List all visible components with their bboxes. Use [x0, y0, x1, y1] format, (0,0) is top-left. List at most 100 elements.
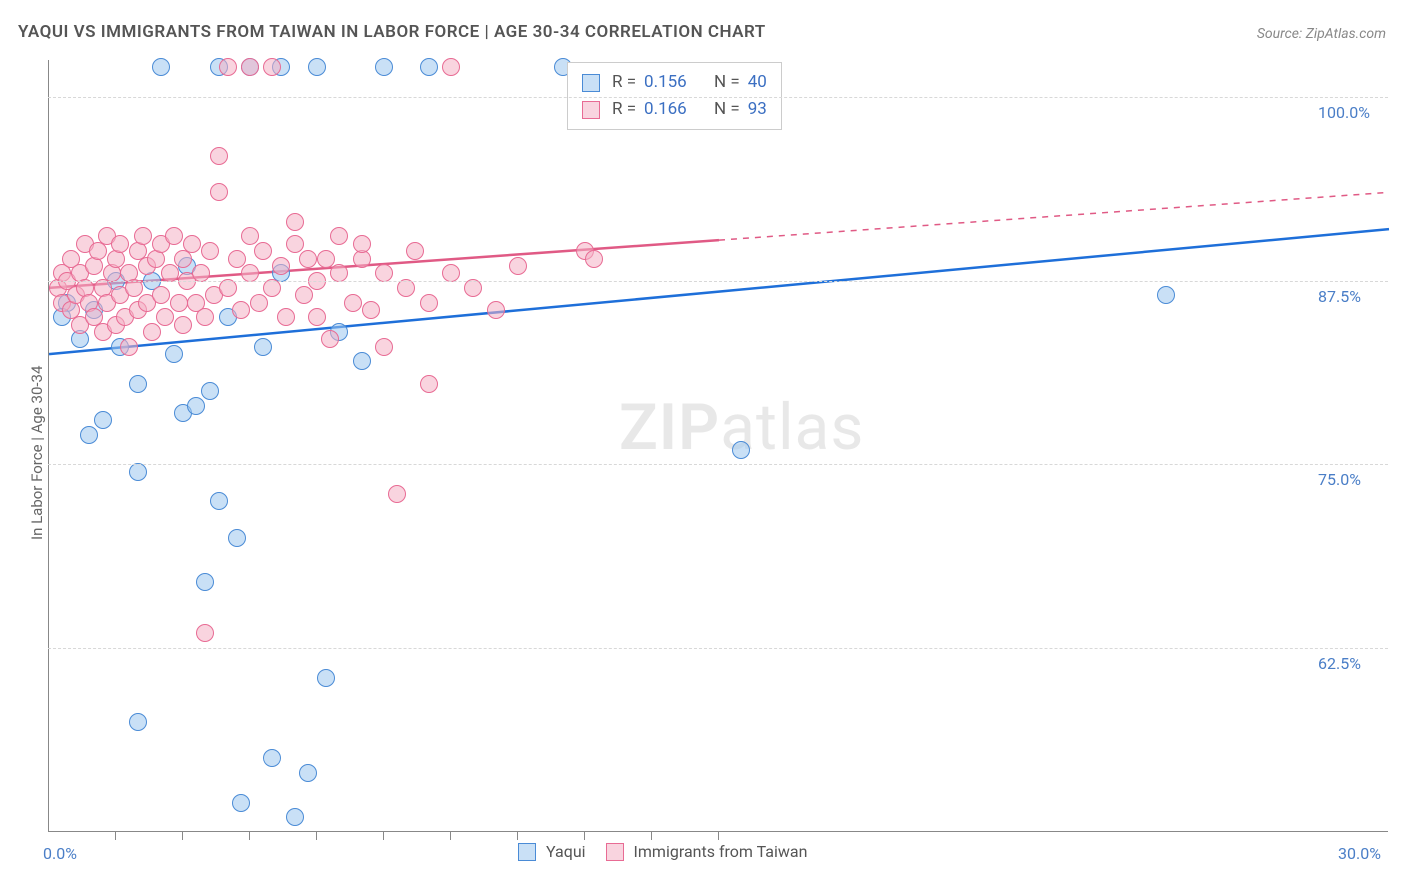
point-series1: [187, 397, 205, 415]
chart-container: YAQUI VS IMMIGRANTS FROM TAIWAN IN LABOR…: [0, 0, 1406, 892]
r-label-2: R =: [612, 96, 636, 123]
point-series1: [317, 669, 335, 687]
x-tick-mark: [115, 832, 116, 840]
x-tick-mark: [450, 832, 451, 840]
gridline: [48, 281, 1388, 282]
point-series2: [210, 147, 228, 165]
point-series1: [201, 382, 219, 400]
point-series2: [161, 264, 179, 282]
point-series2: [286, 235, 304, 253]
point-series2: [210, 183, 228, 201]
point-series1: [286, 808, 304, 826]
point-series1: [263, 749, 281, 767]
legend-swatch-series2: [606, 843, 624, 861]
point-series2: [232, 301, 250, 319]
x-tick-mark: [718, 832, 719, 840]
point-series1: [299, 764, 317, 782]
legend-swatch-series1: [518, 843, 536, 861]
point-series2: [174, 316, 192, 334]
n-label-2: N =: [714, 96, 740, 123]
point-series2: [120, 338, 138, 356]
x-tick-mark: [517, 832, 518, 840]
point-series2: [375, 264, 393, 282]
n-label-1: N =: [714, 69, 740, 96]
point-series2: [295, 286, 313, 304]
point-series1: [94, 411, 112, 429]
point-series2: [442, 264, 460, 282]
point-series2: [125, 279, 143, 297]
point-series1: [308, 58, 326, 76]
point-series2: [134, 227, 152, 245]
point-series2: [201, 242, 219, 260]
x-tick-mark: [182, 832, 183, 840]
point-series2: [143, 323, 161, 341]
point-series2: [196, 308, 214, 326]
legend-item-series2: Immigrants from Taiwan: [606, 842, 808, 861]
watermark-zip: ZIP: [619, 390, 720, 465]
point-series2: [353, 235, 371, 253]
point-series2: [388, 485, 406, 503]
legend-item-series1: Yaqui: [518, 842, 586, 861]
point-series1: [1157, 286, 1175, 304]
point-series2: [286, 213, 304, 231]
y-tick-label: 100.0%: [1318, 103, 1370, 122]
point-series2: [156, 308, 174, 326]
plot-area: ZIPatlas R = 0.156 N = 40 R = 0.166 N = …: [48, 60, 1388, 832]
source-attribution: Source: ZipAtlas.com: [1257, 26, 1386, 42]
point-series2: [585, 250, 603, 268]
point-series1: [254, 338, 272, 356]
point-series2: [317, 250, 335, 268]
point-series2: [397, 279, 415, 297]
point-series2: [228, 250, 246, 268]
point-series2: [170, 294, 188, 312]
point-series2: [344, 294, 362, 312]
r-label-1: R =: [612, 69, 636, 96]
point-series2: [250, 294, 268, 312]
point-series1: [232, 794, 250, 812]
x-tick-mark: [249, 832, 250, 840]
point-series2: [321, 330, 339, 348]
point-series2: [464, 279, 482, 297]
x-tick-mark: [584, 832, 585, 840]
gridline: [48, 97, 1388, 98]
point-series2: [442, 58, 460, 76]
legend-marker-series1: [582, 74, 600, 92]
point-series2: [241, 58, 259, 76]
x-tick-mark: [651, 832, 652, 840]
y-axis-label: In Labor Force | Age 30-34: [28, 366, 46, 540]
point-series2: [263, 279, 281, 297]
x-tick-label: 30.0%: [1338, 844, 1381, 863]
point-series1: [80, 426, 98, 444]
y-tick-label: 87.5%: [1318, 287, 1361, 306]
point-series1: [165, 345, 183, 363]
n-value-2: 93: [748, 96, 767, 123]
point-series2: [362, 301, 380, 319]
x-tick-label: 0.0%: [43, 844, 77, 863]
stats-row-series2: R = 0.166 N = 93: [582, 96, 767, 123]
point-series1: [420, 58, 438, 76]
point-series2: [111, 235, 129, 253]
point-series1: [732, 441, 750, 459]
y-tick-label: 75.0%: [1318, 470, 1361, 489]
point-series2: [219, 279, 237, 297]
point-series1: [196, 573, 214, 591]
r-value-1: 0.156: [644, 69, 694, 96]
legend-marker-series2: [582, 101, 600, 119]
point-series1: [353, 352, 371, 370]
point-series2: [420, 375, 438, 393]
point-series2: [263, 58, 281, 76]
legend-label-series2: Immigrants from Taiwan: [634, 842, 808, 861]
n-value-1: 40: [748, 69, 767, 96]
chart-title: YAQUI VS IMMIGRANTS FROM TAIWAN IN LABOR…: [18, 22, 766, 42]
point-series1: [375, 58, 393, 76]
point-series2: [330, 227, 348, 245]
point-series2: [308, 308, 326, 326]
point-series2: [487, 301, 505, 319]
point-series2: [152, 286, 170, 304]
point-series2: [406, 242, 424, 260]
x-tick-mark: [316, 832, 317, 840]
trend-lines: [49, 60, 1389, 832]
r-value-2: 0.166: [644, 96, 694, 123]
gridline: [48, 464, 1388, 465]
bottom-legend: Yaqui Immigrants from Taiwan: [518, 842, 807, 861]
